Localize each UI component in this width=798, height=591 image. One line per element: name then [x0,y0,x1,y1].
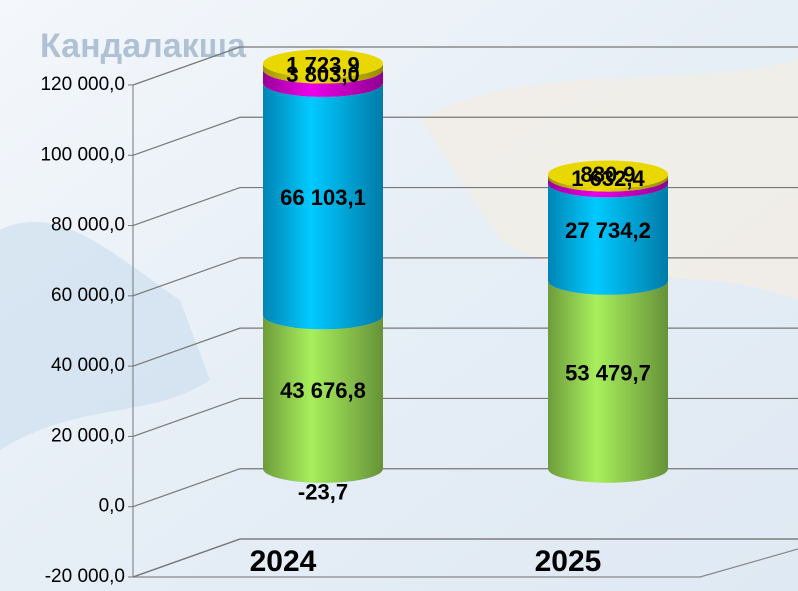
grid-line [132,116,798,156]
map-shape [0,221,210,450]
x-tick-label: 2024 [250,545,317,578]
cylinder-segment [548,280,668,483]
cylinder-segment [263,69,383,97]
cylinder-segment [263,315,383,483]
y-tick-label: 100 000,0 [40,144,125,165]
data-label: 1 632,4 [571,166,645,191]
data-label: 27 734,2 [565,218,651,243]
cylinder-segment [263,82,383,330]
y-tick-label: 80 000,0 [51,215,125,236]
grid-line [132,46,798,86]
data-label: 66 103,1 [280,185,366,210]
cylinder-segment [548,183,668,295]
y-tick-label: 40 000,0 [51,355,125,376]
cylinder-segment [548,177,668,198]
y-tick-label: 60 000,0 [51,285,125,306]
y-tick-label: -20 000,0 [45,566,125,587]
data-label: -23,7 [298,480,348,505]
cylinder-top [263,49,383,78]
y-tick-label: 0,0 [99,496,125,517]
y-tick-label: 20 000,0 [51,425,125,446]
data-label: 53 479,7 [565,361,651,386]
cylinder-segment [263,63,383,84]
data-label: 880.9 [580,162,635,187]
cylinder-top [548,160,668,189]
data-label: 3 803,0 [286,62,359,87]
cylinder-segment [548,174,668,192]
map-label: Кандалакша [40,27,247,65]
grid-line [132,538,798,578]
x-tick-label: 2025 [535,545,602,578]
data-label: 43 676,8 [280,378,366,403]
data-label: 1 723,9 [286,52,359,77]
y-tick-label: 120 000,0 [40,74,125,95]
